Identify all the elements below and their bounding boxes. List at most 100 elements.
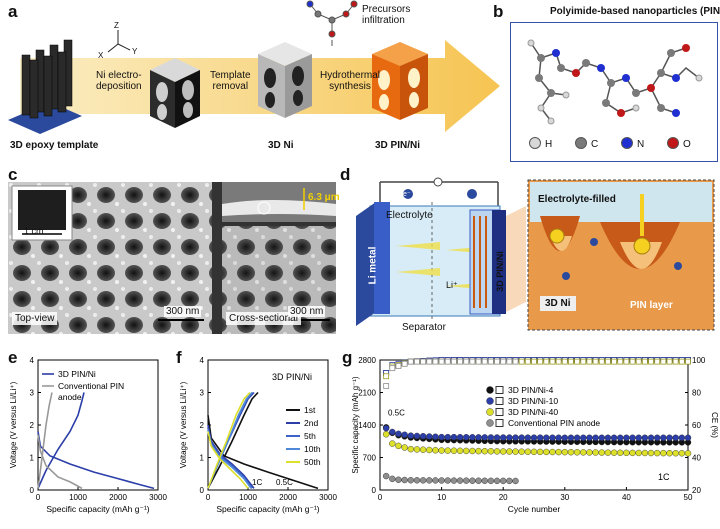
chart-g-capacity-point-3 bbox=[512, 477, 519, 485]
chart-g-capacity-point-2 bbox=[654, 449, 661, 457]
ni-3d-icon bbox=[258, 42, 312, 118]
chart-g-capacity-point-2 bbox=[493, 448, 501, 455]
chart-e-legend-label-1: Conventional PIN bbox=[58, 381, 124, 391]
chart-g-capacity-point-1 bbox=[635, 434, 642, 441]
chart-e-x-tick-label: 3000 bbox=[149, 493, 167, 502]
chart-g-capacity-point-1 bbox=[536, 434, 544, 441]
chart-g-capacity-point-3 bbox=[438, 477, 445, 484]
cross-section-label: Cross-sectional bbox=[226, 312, 301, 325]
chart-e-y-tick-label: 3 bbox=[30, 389, 35, 398]
chart-g-ce-point-2 bbox=[598, 358, 605, 365]
electrolyte-filled-label: Electrolyte-filled bbox=[538, 194, 616, 205]
chart-g-capacity-point-1 bbox=[561, 434, 568, 441]
chart-f-legend-label-3: 10th bbox=[304, 444, 321, 454]
chart-g-capacity-point-3 bbox=[493, 477, 501, 485]
chart-g-capacity-point-2 bbox=[426, 446, 433, 454]
chart-f-y-tick-label: 3 bbox=[200, 389, 205, 398]
pin-ni-electrode-label: 3D PIN/Ni bbox=[494, 251, 505, 292]
chart-g-capacity-point-1 bbox=[647, 434, 655, 441]
chart-g-capacity-point-1 bbox=[524, 434, 532, 441]
chart-g-ce-point-2 bbox=[580, 358, 587, 365]
chart-g-capacity-point-1 bbox=[672, 434, 679, 441]
chart-g-ce-point-2 bbox=[537, 358, 544, 365]
thickness-label: 6.3 μm bbox=[308, 192, 340, 203]
legend-atom-label: O bbox=[683, 139, 691, 150]
separator-label: Separator bbox=[402, 322, 446, 333]
chart-g-capacity-point-1 bbox=[401, 431, 408, 438]
chart-g-capacity-point-3 bbox=[450, 477, 458, 484]
chart-g-capacity-point-2 bbox=[684, 450, 692, 457]
panel-label-g: g bbox=[342, 348, 353, 367]
chart-g-ce-point-3 bbox=[438, 358, 445, 365]
battery-cell-illustration bbox=[350, 176, 716, 336]
chart-g-ce-point-2 bbox=[678, 358, 685, 365]
chart-g-capacity-point-1 bbox=[573, 434, 581, 441]
chart-g-capacity-point-1 bbox=[518, 434, 525, 441]
chart-g-capacity-point-2 bbox=[413, 446, 421, 453]
chart-g-capacity-point-3 bbox=[444, 477, 451, 484]
chart-f-x-tick-label: 0 bbox=[206, 493, 211, 502]
chart-g-capacity-point-2 bbox=[647, 449, 655, 457]
chart-g-capacity-point-1 bbox=[407, 432, 414, 439]
chart-f-discharge-line-0 bbox=[207, 415, 319, 490]
chart-g-ce-point-2 bbox=[592, 358, 599, 365]
chart-g-capacity-point-1 bbox=[629, 434, 636, 441]
chart-g-capacity-point-2 bbox=[469, 447, 476, 455]
chart-g-capacity-point-1 bbox=[463, 434, 470, 441]
chart-g-ce-point-2 bbox=[531, 358, 537, 365]
chart-g-capacity-point-1 bbox=[549, 434, 556, 441]
chart-e-x-axis-title: Specific capacity (mAh g⁻¹) bbox=[46, 504, 149, 514]
chart-g-capacity-point-2 bbox=[536, 448, 544, 456]
legend-atom-c: C bbox=[575, 137, 598, 150]
chart-g-x-tick-label: 50 bbox=[684, 493, 693, 502]
chart-g-ce-point-2 bbox=[685, 358, 691, 365]
chart-g-capacity-point-1 bbox=[684, 434, 692, 441]
chart-g-capacity-point-3 bbox=[426, 477, 433, 484]
chart-g-capacity-point-2 bbox=[641, 449, 649, 457]
chart-g-y2-tick-label: 60 bbox=[692, 421, 701, 430]
chart-g-ce-point-3 bbox=[512, 358, 519, 365]
chart-f-y-tick-label: 0 bbox=[200, 486, 205, 495]
ni-3d-label: 3D Ni bbox=[540, 296, 576, 311]
chart-g-ce-point-2 bbox=[555, 358, 562, 365]
panel-label-c: c bbox=[8, 165, 18, 184]
chart-g-capacity-point-2 bbox=[401, 444, 408, 451]
chart-g-capacity-point-1 bbox=[586, 434, 593, 441]
chart-g-ce-point-2 bbox=[574, 358, 581, 365]
chart-g-ce-point-3 bbox=[451, 358, 457, 365]
panel-label-b: b bbox=[493, 2, 504, 21]
chart-e-y-tick-label: 1 bbox=[30, 454, 35, 463]
chart-g-ce-point-2 bbox=[648, 358, 654, 365]
chart-f-charge-line-4 bbox=[207, 391, 251, 489]
chart-f-y-tick-label: 2 bbox=[200, 421, 205, 430]
chart-g-capacity-point-2 bbox=[419, 446, 427, 453]
panel-b-title: Polyimide-based nanoparticles (PIN) bbox=[550, 6, 720, 17]
chart-g-ce-point-2 bbox=[635, 358, 642, 365]
chart-g-y2-tick-label: 80 bbox=[692, 389, 701, 398]
chart-e-discharge-line-0 bbox=[37, 431, 155, 490]
chart-e-plot-frame bbox=[37, 359, 159, 491]
chart-g-annotation-05c: 0.5C bbox=[388, 409, 405, 418]
atom-c-icon bbox=[575, 137, 587, 149]
axis-label-x: X bbox=[98, 51, 104, 60]
chart-g-ce-point-2 bbox=[660, 358, 667, 365]
chart-g-y-tick-label: 2800 bbox=[358, 356, 376, 365]
chart-g-capacity-point-2 bbox=[635, 449, 642, 457]
chart-g-capacity-point-1 bbox=[426, 433, 433, 440]
chart-g-capacity-point-2 bbox=[610, 449, 618, 456]
top-view-scale-label: 300 nm bbox=[164, 306, 202, 317]
panel-label-a: a bbox=[8, 2, 18, 21]
chart-g-capacity-point-1 bbox=[604, 434, 612, 441]
chart-g-capacity-point-1 bbox=[530, 434, 538, 441]
step-ni-electrodeposition: Ni electro- deposition bbox=[96, 70, 142, 92]
chart-g-capacity-point-1 bbox=[450, 433, 458, 441]
chart-g-ce-point-3 bbox=[407, 358, 414, 365]
chart-g-x-tick-label: 10 bbox=[437, 493, 446, 502]
chart-g-capacity-point-2 bbox=[432, 447, 439, 454]
chart-g-ce-point-3 bbox=[444, 358, 451, 365]
axis-label-z: Z bbox=[114, 21, 119, 30]
chart-g-ce-point-3 bbox=[469, 358, 476, 365]
pin-molecule-structure bbox=[527, 39, 703, 125]
chart-g-y-axis-title: Specific capacity (mAh g⁻¹) bbox=[351, 376, 360, 473]
